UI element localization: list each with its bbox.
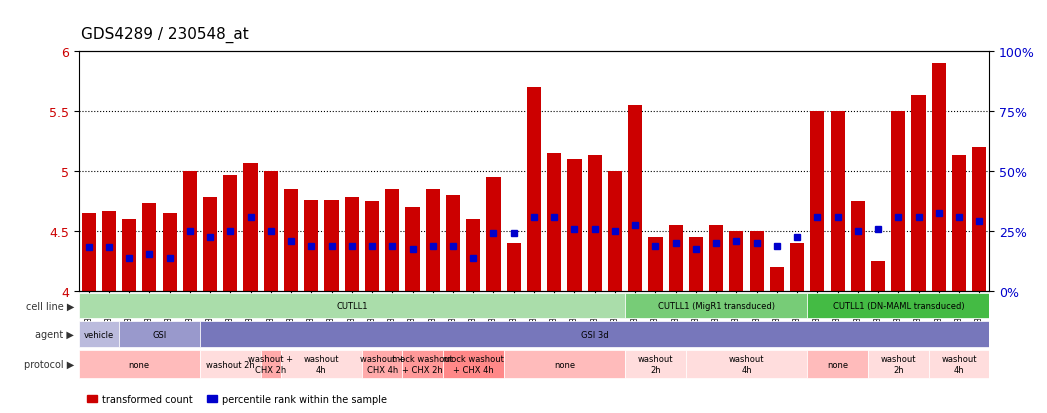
Text: agent ▶: agent ▶ <box>36 329 74 339</box>
Bar <box>912 96 926 292</box>
Text: washout
2h: washout 2h <box>638 354 673 374</box>
Text: GDS4289 / 230548_at: GDS4289 / 230548_at <box>81 27 248 43</box>
Bar <box>183 171 197 292</box>
Bar <box>281 350 362 378</box>
Bar <box>504 350 625 378</box>
Bar <box>426 190 440 292</box>
Text: protocol ▶: protocol ▶ <box>24 359 74 369</box>
Bar <box>868 350 929 378</box>
Bar <box>200 350 261 378</box>
Bar <box>162 214 177 292</box>
Bar <box>952 156 966 292</box>
Bar <box>709 225 723 292</box>
Bar <box>466 220 481 292</box>
Bar <box>548 154 561 292</box>
Bar <box>790 244 804 292</box>
Bar <box>261 350 281 378</box>
Text: CUTLL1: CUTLL1 <box>336 301 367 310</box>
Bar <box>244 163 258 292</box>
Bar <box>810 112 824 292</box>
Bar <box>628 106 642 292</box>
Text: washout
4h: washout 4h <box>304 354 339 374</box>
Bar <box>891 112 906 292</box>
Bar <box>625 293 807 318</box>
Bar <box>443 350 504 378</box>
Text: washout +
CHX 2h: washout + CHX 2h <box>248 354 293 374</box>
Bar <box>507 244 520 292</box>
Bar <box>730 232 743 292</box>
Bar <box>625 350 686 378</box>
Bar <box>830 112 845 292</box>
Bar <box>689 237 703 292</box>
Bar <box>669 225 683 292</box>
Bar <box>807 293 989 318</box>
Text: washout +
CHX 4h: washout + CHX 4h <box>360 354 404 374</box>
Bar <box>325 200 338 292</box>
Text: vehicle: vehicle <box>84 330 114 339</box>
Bar <box>929 350 989 378</box>
Text: washout
2h: washout 2h <box>881 354 916 374</box>
Bar <box>567 159 581 292</box>
Bar <box>446 195 460 292</box>
Bar <box>82 214 95 292</box>
Text: GSI 3d: GSI 3d <box>581 330 608 339</box>
Text: washout 2h: washout 2h <box>206 360 254 369</box>
Text: CUTLL1 (MigR1 transduced): CUTLL1 (MigR1 transduced) <box>658 301 775 310</box>
Bar <box>587 156 602 292</box>
Text: mock washout
+ CHX 4h: mock washout + CHX 4h <box>443 354 504 374</box>
Text: none: none <box>554 360 575 369</box>
Text: none: none <box>129 360 150 369</box>
Bar <box>385 190 399 292</box>
Bar <box>122 220 136 292</box>
Bar <box>284 190 298 292</box>
Text: washout
4h: washout 4h <box>941 354 977 374</box>
Bar <box>648 237 663 292</box>
Bar <box>770 268 784 292</box>
Text: GSI: GSI <box>153 330 166 339</box>
Text: cell line ▶: cell line ▶ <box>25 301 74 311</box>
Bar <box>305 200 318 292</box>
Bar <box>102 211 116 292</box>
Legend: transformed count, percentile rank within the sample: transformed count, percentile rank withi… <box>84 390 391 408</box>
Text: none: none <box>827 360 848 369</box>
Bar <box>203 198 217 292</box>
Bar <box>264 171 277 292</box>
Bar <box>686 350 807 378</box>
Text: CUTLL1 (DN-MAML transduced): CUTLL1 (DN-MAML transduced) <box>832 301 964 310</box>
Bar <box>119 321 200 347</box>
Bar <box>79 293 625 318</box>
Bar <box>807 350 868 378</box>
Bar <box>142 204 156 292</box>
Bar <box>402 350 443 378</box>
Bar <box>79 350 200 378</box>
Bar <box>851 202 865 292</box>
Bar <box>871 261 885 292</box>
Bar <box>344 198 359 292</box>
Bar <box>79 321 119 347</box>
Bar <box>200 321 989 347</box>
Bar <box>608 171 622 292</box>
Bar <box>405 208 420 292</box>
Bar <box>932 64 945 292</box>
Bar <box>973 147 986 292</box>
Bar <box>487 178 500 292</box>
Bar <box>750 232 763 292</box>
Text: washout
4h: washout 4h <box>729 354 764 374</box>
Bar <box>527 88 541 292</box>
Bar <box>223 175 238 292</box>
Bar <box>365 202 379 292</box>
Text: mock washout
+ CHX 2h: mock washout + CHX 2h <box>393 354 453 374</box>
Bar <box>362 350 402 378</box>
